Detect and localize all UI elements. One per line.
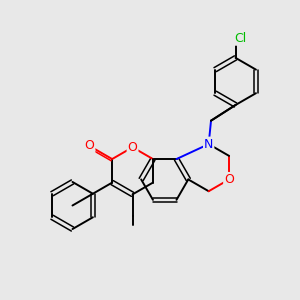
Text: O: O xyxy=(128,141,137,154)
Text: Cl: Cl xyxy=(234,32,247,45)
Text: O: O xyxy=(85,140,94,152)
Text: N: N xyxy=(204,138,213,151)
Text: O: O xyxy=(224,173,234,186)
